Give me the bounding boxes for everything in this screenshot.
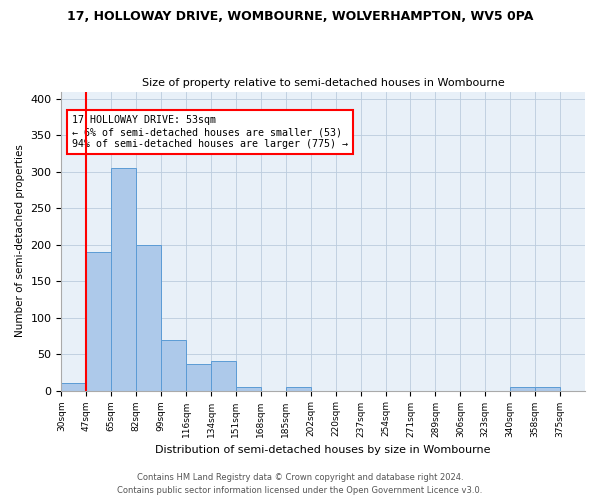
Text: Contains HM Land Registry data © Crown copyright and database right 2024.
Contai: Contains HM Land Registry data © Crown c… bbox=[118, 474, 482, 495]
Bar bbox=[510, 387, 535, 390]
Bar bbox=[136, 244, 161, 390]
Bar bbox=[186, 364, 211, 390]
Bar bbox=[236, 387, 261, 390]
Bar bbox=[111, 168, 136, 390]
X-axis label: Distribution of semi-detached houses by size in Wombourne: Distribution of semi-detached houses by … bbox=[155, 445, 491, 455]
Title: Size of property relative to semi-detached houses in Wombourne: Size of property relative to semi-detach… bbox=[142, 78, 505, 88]
Text: 17, HOLLOWAY DRIVE, WOMBOURNE, WOLVERHAMPTON, WV5 0PA: 17, HOLLOWAY DRIVE, WOMBOURNE, WOLVERHAM… bbox=[67, 10, 533, 23]
Bar bbox=[211, 362, 236, 390]
Bar bbox=[61, 384, 86, 390]
Bar bbox=[161, 340, 186, 390]
Bar bbox=[286, 387, 311, 390]
Bar bbox=[535, 387, 560, 390]
Bar bbox=[86, 252, 111, 390]
Text: 17 HOLLOWAY DRIVE: 53sqm
← 6% of semi-detached houses are smaller (53)
94% of se: 17 HOLLOWAY DRIVE: 53sqm ← 6% of semi-de… bbox=[72, 116, 348, 148]
Y-axis label: Number of semi-detached properties: Number of semi-detached properties bbox=[15, 144, 25, 338]
